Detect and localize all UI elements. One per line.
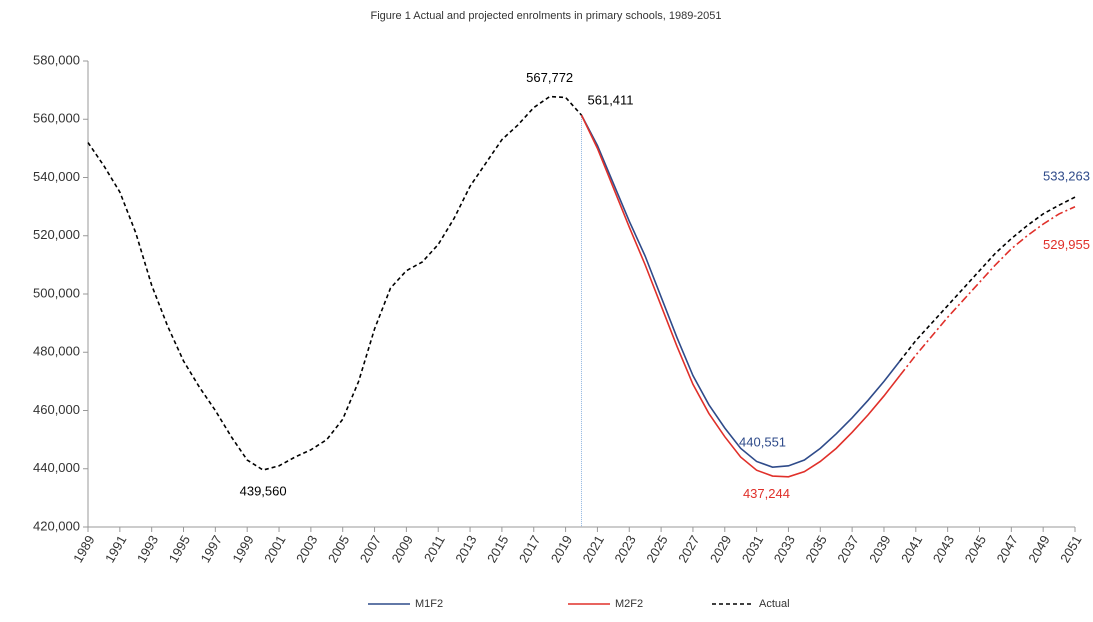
x-tick-label: 1989 — [70, 533, 97, 566]
y-tick-label: 540,000 — [33, 169, 80, 184]
x-tick-label: 2037 — [834, 533, 861, 566]
x-tick-label: 2001 — [261, 533, 288, 566]
y-tick-label: 520,000 — [33, 227, 80, 242]
x-tick-label: 2047 — [993, 533, 1020, 566]
chart-title: Figure 1 Actual and projected enrolments… — [371, 10, 722, 22]
x-tick-label: 2023 — [611, 533, 638, 566]
y-tick-label: 460,000 — [33, 402, 80, 417]
y-tick-label: 480,000 — [33, 344, 80, 359]
x-tick-label: 2021 — [580, 533, 607, 566]
data-label: 437,244 — [743, 486, 790, 501]
x-tick-label: 2033 — [771, 533, 798, 566]
y-tick-label: 420,000 — [33, 518, 80, 533]
x-tick-label: 2013 — [452, 533, 479, 566]
x-tick-label: 2011 — [421, 533, 448, 565]
data-label: 567,772 — [526, 70, 573, 85]
legend-label: M1F2 — [415, 598, 443, 610]
x-tick-label: 2017 — [516, 533, 543, 566]
data-label: 533,263 — [1043, 169, 1090, 184]
data-label: 561,411 — [588, 93, 634, 108]
series-line — [580, 114, 901, 468]
x-tick-label: 2005 — [325, 533, 352, 566]
x-tick-label: 2049 — [1025, 533, 1052, 566]
series-line-projected — [899, 196, 1076, 362]
data-label: 440,551 — [739, 435, 786, 450]
x-tick-label: 2045 — [962, 533, 989, 566]
x-tick-label: 2035 — [802, 533, 829, 566]
legend-label: Actual — [759, 598, 790, 610]
x-tick-label: 2007 — [357, 533, 384, 566]
x-tick-label: 1999 — [229, 533, 256, 566]
series-line — [87, 95, 583, 471]
y-tick-label: 440,000 — [33, 460, 80, 475]
x-tick-label: 2025 — [643, 533, 670, 566]
data-label: 439,560 — [240, 483, 287, 498]
x-tick-label: 2015 — [484, 533, 511, 566]
x-tick-label: 2039 — [866, 533, 893, 566]
x-tick-label: 2009 — [389, 533, 416, 566]
x-tick-label: 2031 — [739, 533, 766, 566]
series-line — [580, 114, 901, 478]
data-label: 529,955 — [1043, 237, 1090, 252]
legend-label: M2F2 — [615, 598, 643, 610]
y-tick-label: 560,000 — [33, 111, 80, 126]
x-tick-label: 1997 — [197, 533, 224, 566]
x-tick-label: 1995 — [166, 533, 193, 566]
x-tick-label: 2043 — [930, 533, 957, 566]
x-tick-label: 1993 — [134, 533, 161, 566]
x-tick-label: 2029 — [707, 533, 734, 566]
x-tick-label: 1991 — [102, 533, 129, 566]
y-tick-label: 580,000 — [33, 52, 80, 67]
x-tick-label: 2019 — [548, 533, 575, 566]
y-tick-label: 500,000 — [33, 285, 80, 300]
x-tick-label: 2027 — [675, 533, 702, 566]
x-tick-label: 2051 — [1057, 533, 1084, 566]
x-tick-label: 2003 — [293, 533, 320, 566]
x-tick-label: 2041 — [898, 533, 925, 566]
series-line-projected — [899, 206, 1076, 377]
